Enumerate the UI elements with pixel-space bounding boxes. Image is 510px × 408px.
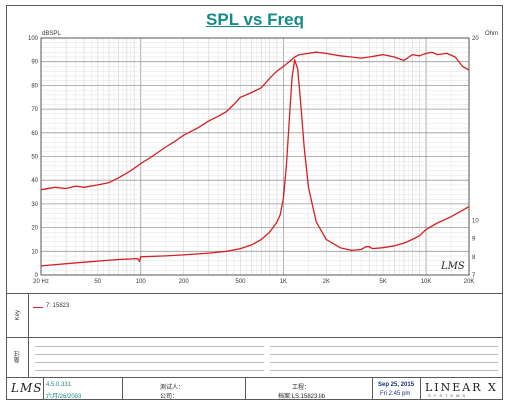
spl-curve [40, 51, 470, 191]
legend-swatch [33, 307, 43, 308]
y-left-tick-label: 30 [31, 202, 38, 208]
note-line [35, 370, 264, 371]
project-label: 工程： [292, 385, 311, 391]
y-left-tick-label: 20 [31, 226, 38, 232]
company-label: 公司： [160, 394, 179, 400]
footer-divider [420, 377, 421, 400]
y-right-tick-label: 8 [472, 255, 476, 261]
note-line [270, 346, 498, 347]
software-date: 六月/26/2003 [46, 394, 82, 400]
x-tick-label: 200 [179, 279, 190, 285]
lms-logo: LMS [11, 381, 43, 395]
y-right-tick-label: 20 [472, 36, 479, 42]
note-line [35, 346, 264, 347]
footer-bar [7, 377, 503, 400]
tester-label: 测试人： [160, 385, 185, 391]
y-left-tick-label: 40 [31, 178, 38, 184]
plot-border [40, 37, 470, 276]
left-axis-unit: dBSPL [42, 31, 61, 37]
x-tick-label: 100 [136, 279, 147, 285]
y-right-tick-label: 10 [472, 218, 479, 224]
impedance-curve [40, 59, 470, 267]
x-tick-label: 20 Hz [33, 279, 49, 285]
brand-subtitle: SYSTEMS [428, 393, 469, 398]
legend-panel-border [7, 293, 503, 294]
frequency-response-plot: 0 10 20 30 40 50 60 70 80 90 100 7 8 9 10 20 20 Hz 50 100 2… [28, 36, 479, 285]
x-tick-label: 2K [323, 279, 330, 285]
notes-side-label: 备注 [7, 337, 29, 377]
library-file: 档案:LS.15823.lib [278, 394, 326, 400]
legend-side-label: Key [7, 293, 29, 337]
note-line [270, 354, 498, 355]
chart-title: SPL vs Freq [206, 10, 304, 29]
x-tick-label: 5K [379, 279, 386, 285]
measurement-time: Fri 2:45 pm [380, 391, 411, 397]
y-left-tick-label: 10 [31, 249, 38, 255]
note-line [270, 362, 498, 363]
y-right-tick-label: 7 [472, 273, 476, 279]
note-line [35, 354, 264, 355]
software-version: 4.5.0.331 [46, 382, 72, 388]
x-tick-label: 20K [464, 279, 475, 285]
right-axis-unit: Ohm [485, 31, 499, 37]
brand-logo: LINEAR X [425, 381, 498, 394]
lms-watermark: LMS [441, 261, 465, 272]
measurement-date: Sep 25, 2015 [378, 382, 415, 388]
note-line [270, 370, 498, 371]
y-left-tick-label: 90 [31, 60, 38, 66]
footer-divider [122, 377, 123, 400]
y-left-tick-label: 50 [31, 155, 38, 161]
y-right-tick-label: 9 [472, 237, 476, 243]
y-left-tick-label: 80 [31, 83, 38, 89]
y-left-tick-label: 0 [35, 273, 39, 279]
x-tick-label: 50 [94, 279, 101, 285]
notes-panel-border [7, 337, 503, 338]
footer-divider [43, 377, 44, 400]
x-tick-label: 1K [280, 279, 287, 285]
footer-divider [372, 377, 373, 400]
note-line [35, 362, 264, 363]
x-tick-label: 10K [421, 279, 432, 285]
y-left-tick-label: 70 [31, 107, 38, 113]
x-tick-label: 500 [235, 279, 246, 285]
footer-divider [245, 377, 246, 400]
legend-entry: 7: 15823 [46, 303, 70, 309]
y-left-tick-label: 100 [28, 36, 39, 42]
y-left-tick-label: 60 [31, 131, 38, 137]
